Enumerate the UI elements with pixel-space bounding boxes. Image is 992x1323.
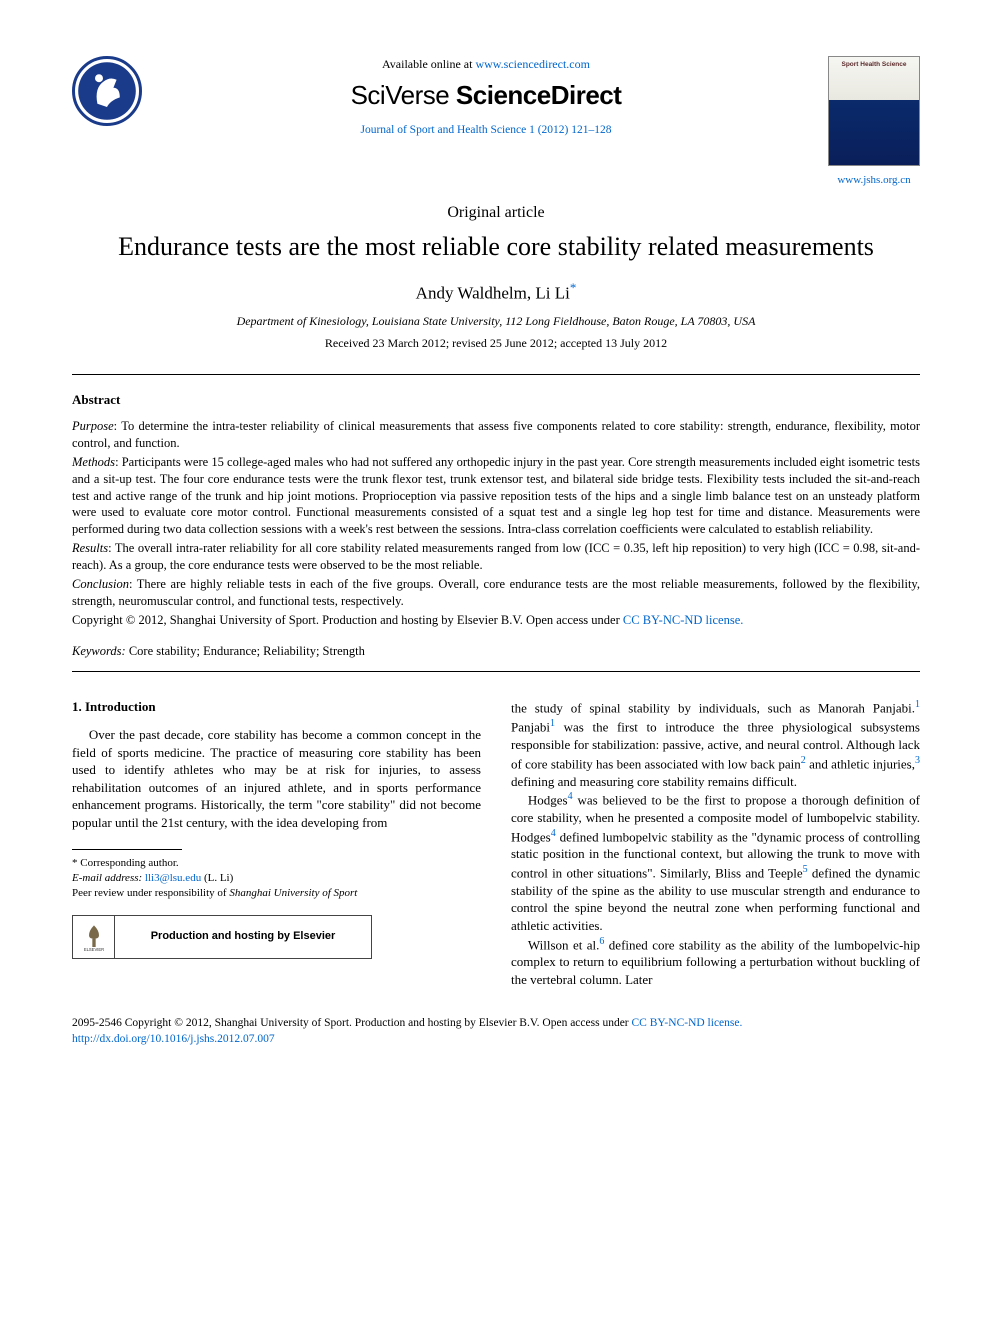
purpose-label: Purpose [72,419,114,433]
elsevier-hosting-text: Production and hosting by Elsevier [115,923,371,950]
ref-3[interactable]: 3 [915,755,920,766]
license-link[interactable]: CC BY-NC-ND license. [623,613,743,627]
email-label: E-mail address: [72,872,145,884]
journal-cover-block: Sport Health Science www.jshs.org.cn [828,56,920,188]
journal-reference: Journal of Sport and Health Science 1 (2… [144,123,828,139]
header-center: Available online at www.sciencedirect.co… [144,56,828,139]
author-list: Andy Waldhelm, Li Li* [72,279,920,306]
intro-para-1: Over the past decade, core stability has… [72,726,481,831]
methods-text: : Participants were 15 college-aged male… [72,455,920,537]
footer-copyright: 2095-2546 Copyright © 2012, Shanghai Uni… [72,1017,542,1029]
footer-license-link[interactable]: CC BY-NC-ND license. [632,1017,743,1029]
corresponding-author-mark[interactable]: * [570,280,577,295]
abstract-heading: Abstract [72,391,920,409]
journal-ref-link[interactable]: Journal of Sport and Health Science 1 (2… [360,124,611,136]
journal-homepage-link[interactable]: www.jshs.org.cn [837,174,910,186]
keywords-label: Keywords: [72,644,126,658]
footer-open-access: Open access under [542,1017,631,1029]
sciencedirect-logo: SciVerse ScienceDirect [144,78,828,113]
abstract-body: Purpose: To determine the intra-tester r… [72,418,920,629]
section-1-heading: 1. Introduction [72,698,481,716]
rp2a: Hodges [528,792,568,807]
rule-above-abstract [72,374,920,375]
right-para-3: Willson et al.6 defined core stability a… [511,935,920,989]
author-1: Andy Waldhelm, [416,283,536,302]
rule-below-keywords [72,671,920,672]
author-email-link[interactable]: lli3@lsu.edu [145,872,201,884]
corresponding-author-note: * Corresponding author. [72,856,481,871]
rp1a: the study of spinal stability by individ… [511,701,915,716]
abstract-conclusion: Conclusion: There are highly reliable te… [72,576,920,610]
svg-text:ELSEVIER: ELSEVIER [83,947,103,952]
body-columns: 1. Introduction Over the past decade, co… [72,698,920,988]
conclusion-label: Conclusion [72,577,129,591]
rp1d: and athletic injuries, [806,756,915,771]
elsevier-logo-icon: ELSEVIER [73,916,115,958]
sciencedirect-url-link[interactable]: www.sciencedirect.com [475,57,590,71]
open-access-prefix: Open access under [526,613,623,627]
article-dates: Received 23 March 2012; revised 25 June … [72,335,920,351]
email-suffix: (L. Li) [201,872,233,884]
results-text: : The overall intra-rater reliability fo… [72,541,920,572]
rp1b: Panjabi [511,720,550,735]
peer-by: Shanghai University of Sport [229,887,357,899]
keywords-text: Core stability; Endurance; Reliability; … [126,644,365,658]
results-label: Results [72,541,108,555]
header-row: Available online at www.sciencedirect.co… [72,56,920,188]
abstract-results: Results: The overall intra-rater reliabi… [72,540,920,574]
footnote-separator [72,849,182,850]
left-column: 1. Introduction Over the past decade, co… [72,698,481,988]
abstract-copyright: Copyright © 2012, Shanghai University of… [72,612,920,629]
rp1e: defining and measuring core stability re… [511,774,797,789]
methods-label: Methods [72,455,115,469]
brand-part2: ScienceDirect [456,80,621,110]
right-para-2: Hodges4 was believed to be the first to … [511,790,920,934]
author-2: Li Li [535,283,569,302]
journal-logo-icon [72,56,142,126]
ref-1a[interactable]: 1 [915,699,920,710]
copyright-main: Copyright © 2012, Shanghai University of… [72,613,526,627]
rp3a: Willson et al. [528,937,600,952]
article-type: Original article [72,202,920,224]
email-line: E-mail address: lli3@lsu.edu (L. Li) [72,871,481,886]
abstract-methods: Methods: Participants were 15 college-ag… [72,454,920,538]
brand-part1: SciVerse [351,80,456,110]
available-prefix: Available online at [382,57,475,71]
purpose-text: : To determine the intra-tester reliabil… [72,419,920,450]
right-para-1: the study of spinal stability by individ… [511,698,920,790]
right-column: the study of spinal stability by individ… [511,698,920,988]
keywords-line: Keywords: Core stability; Endurance; Rel… [72,643,920,660]
abstract-purpose: Purpose: To determine the intra-tester r… [72,418,920,452]
conclusion-text: : There are highly reliable tests in eac… [72,577,920,608]
page-footer: 2095-2546 Copyright © 2012, Shanghai Uni… [72,1016,920,1047]
peer-prefix: Peer review under responsibility of [72,887,229,899]
footnote-block: * Corresponding author. E-mail address: … [72,856,481,901]
elsevier-hosting-box: ELSEVIER Production and hosting by Elsev… [72,915,372,959]
article-title: Endurance tests are the most reliable co… [72,229,920,264]
peer-review-line: Peer review under responsibility of Shan… [72,886,481,901]
journal-cover-thumbnail: Sport Health Science [828,56,920,166]
affiliation: Department of Kinesiology, Louisiana Sta… [72,313,920,329]
doi-link[interactable]: http://dx.doi.org/10.1016/j.jshs.2012.07… [72,1033,275,1045]
cover-title-text: Sport Health Science [833,61,915,70]
journal-logo [72,56,144,128]
available-online: Available online at www.sciencedirect.co… [144,56,828,72]
